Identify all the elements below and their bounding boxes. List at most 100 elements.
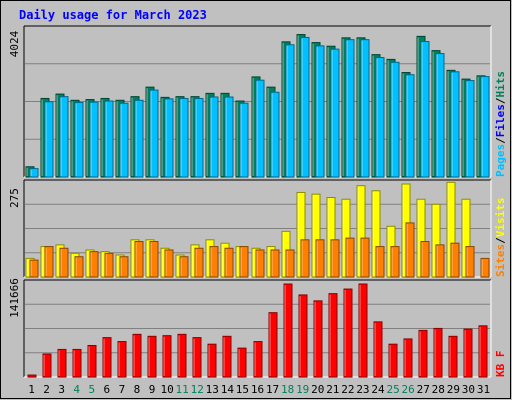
legend-item: Hits	[494, 71, 507, 98]
bar-files-day-9	[149, 89, 159, 178]
bar-sites-day-4	[74, 256, 84, 278]
bar-kb-f-day-13	[207, 343, 217, 378]
bar-sites-day-24	[375, 246, 385, 278]
bar-files-day-3	[59, 96, 69, 178]
bar-files-day-28	[435, 53, 445, 178]
bar-files-day-13	[209, 96, 219, 178]
bar-files-day-8	[134, 99, 144, 178]
day-label-25: 25	[386, 383, 399, 396]
panel-visits-sites: 275 Sites/Visits	[8, 179, 507, 278]
bar-sites-day-6	[104, 252, 114, 278]
chart-title: Daily usage for March 2023	[19, 8, 207, 22]
bar-files-day-5	[89, 101, 99, 178]
series-sites	[29, 222, 490, 278]
bar-sites-day-15	[239, 246, 249, 278]
day-label-30: 30	[462, 383, 475, 396]
day-label-11: 11	[176, 383, 189, 396]
day-label-12: 12	[191, 383, 204, 396]
bar-sites-day-13	[209, 246, 219, 278]
bar-files-day-27	[420, 40, 430, 178]
bar-files-day-17	[270, 91, 280, 178]
bar-sites-day-3	[59, 247, 69, 278]
bar-sites-day-27	[420, 240, 430, 278]
bar-kb-f-day-5	[87, 344, 97, 378]
day-label-13: 13	[206, 383, 219, 396]
day-label-18: 18	[281, 383, 294, 396]
bar-kb-f-day-3	[57, 348, 67, 378]
bar-kb-f-day-20	[313, 300, 323, 378]
bar-kb-f-day-1	[27, 374, 37, 378]
day-label-9: 9	[149, 383, 156, 396]
bar-kb-f-day-30	[463, 328, 473, 378]
bar-kb-f-day-16	[253, 341, 263, 378]
day-label-5: 5	[88, 383, 95, 396]
bar-files-day-15	[239, 102, 249, 178]
bar-kb-f-day-15	[237, 347, 247, 378]
bar-files-day-30	[465, 80, 475, 178]
day-label-26: 26	[402, 383, 415, 396]
series-kb-f	[27, 283, 488, 378]
bar-files-day-20	[315, 45, 325, 178]
day-label-31: 31	[477, 383, 490, 396]
bar-kb-f-day-29	[448, 335, 458, 378]
bar-sites-day-26	[405, 222, 415, 278]
bar-sites-day-21	[330, 239, 340, 278]
bar-sites-day-14	[224, 247, 234, 278]
day-label-2: 2	[43, 383, 50, 396]
day-label-29: 29	[447, 383, 460, 396]
bar-sites-day-5	[89, 251, 99, 278]
panel-legend: Pages/Files/Hits	[494, 71, 507, 177]
day-label-16: 16	[251, 383, 264, 396]
bar-sites-day-7	[119, 256, 129, 278]
day-label-23: 23	[356, 383, 369, 396]
day-label-28: 28	[432, 383, 445, 396]
bar-files-day-18	[285, 44, 295, 178]
bar-kb-f-day-9	[147, 335, 157, 378]
day-label-1: 1	[28, 383, 35, 396]
legend-item: /	[494, 97, 507, 104]
day-label-8: 8	[134, 383, 141, 396]
bar-sites-day-12	[194, 247, 204, 278]
bar-sites-day-17	[270, 249, 280, 278]
day-labels: 1 2 3 4 5 6 7 8 9 10 11 12 13 14 15 16 17 18 19 20 21 22 23 24 2…	[28, 383, 490, 396]
bar-files-day-24	[375, 57, 385, 178]
bar-files-day-6	[104, 100, 114, 178]
day-label-17: 17	[266, 383, 279, 396]
legend-item: Sites	[494, 244, 507, 277]
bar-sites-day-1	[29, 259, 39, 278]
bar-kb-f-day-25	[388, 343, 398, 378]
legend-item: Visits	[494, 198, 507, 238]
bar-sites-day-18	[285, 249, 295, 278]
day-label-20: 20	[311, 383, 324, 396]
bar-sites-day-25	[390, 246, 400, 278]
bar-files-day-14	[224, 96, 234, 178]
day-label-4: 4	[73, 383, 80, 396]
bar-kb-f-day-6	[102, 337, 112, 378]
panel-legend: Sites/Visits	[494, 198, 507, 278]
bar-files-day-2	[44, 101, 54, 178]
bar-sites-day-8	[134, 240, 144, 278]
bar-files-day-29	[450, 71, 460, 178]
bar-files-day-26	[405, 74, 415, 178]
bar-sites-day-28	[435, 244, 445, 278]
bar-files-day-23	[360, 39, 370, 178]
bar-sites-day-22	[345, 237, 355, 278]
bar-kb-f-day-18	[283, 283, 293, 378]
bar-files-day-4	[74, 101, 84, 178]
bar-kb-f-day-24	[373, 321, 383, 378]
bar-files-day-31	[480, 76, 490, 178]
bar-kb-f-day-10	[162, 335, 172, 378]
panel-legend: KB F	[494, 351, 507, 378]
bar-kb-f-day-21	[328, 293, 338, 378]
series-files	[29, 36, 490, 178]
panel-kbytes: 141666 KB F	[8, 278, 507, 378]
bar-files-day-25	[390, 61, 400, 178]
bar-files-day-22	[345, 39, 355, 178]
day-label-7: 7	[119, 383, 126, 396]
day-label-14: 14	[221, 383, 235, 396]
bar-sites-day-10	[164, 249, 174, 278]
bar-kb-f-day-4	[72, 348, 82, 378]
